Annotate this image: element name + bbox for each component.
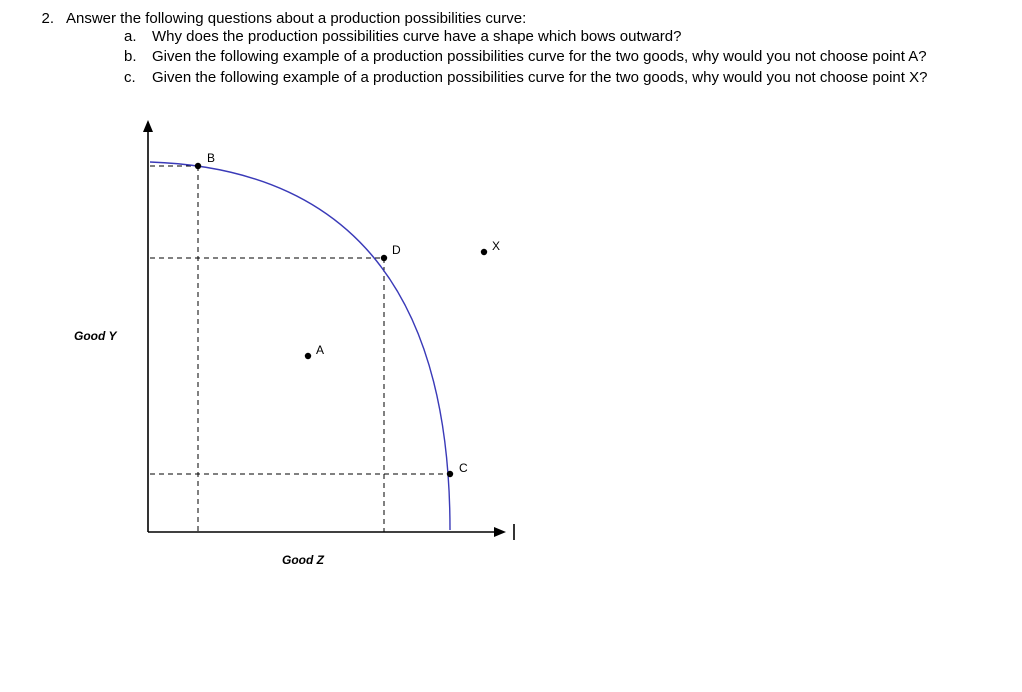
sub-letter: c. <box>124 68 152 88</box>
point-label-x: X <box>492 239 500 253</box>
point-label-b: B <box>207 151 215 165</box>
sub-text: Given the following example of a product… <box>152 47 992 67</box>
question-prompt: Answer the following questions about a p… <box>66 10 992 27</box>
ppc-svg: B D X A C Good Y Good Z <box>70 112 550 572</box>
question-block: 2. Answer the following questions about … <box>0 0 1022 586</box>
ppc-curve <box>150 162 450 530</box>
sub-question-list: a. Why does the production possibilities… <box>66 27 992 88</box>
point-d <box>381 255 387 261</box>
y-axis-arrow-icon <box>143 120 153 132</box>
sub-question-a: a. Why does the production possibilities… <box>124 27 992 47</box>
sub-question-b: b. Given the following example of a prod… <box>124 47 992 67</box>
question-root: 2. Answer the following questions about … <box>20 10 992 88</box>
point-label-c: C <box>459 461 468 475</box>
sub-question-c: c. Given the following example of a prod… <box>124 68 992 88</box>
point-x <box>481 249 487 255</box>
point-a <box>305 353 311 359</box>
point-label-d: D <box>392 243 401 257</box>
ppc-chart: B D X A C Good Y Good Z <box>70 112 992 576</box>
point-label-a: A <box>316 343 324 357</box>
x-axis-arrow-icon <box>494 527 506 537</box>
question-body: Answer the following questions about a p… <box>66 10 992 88</box>
sub-letter: b. <box>124 47 152 67</box>
sub-letter: a. <box>124 27 152 47</box>
point-c <box>447 471 453 477</box>
question-number: 2. <box>20 10 66 27</box>
point-b <box>195 163 201 169</box>
sub-text: Given the following example of a product… <box>152 68 992 88</box>
x-axis-label: Good Z <box>282 553 325 567</box>
y-axis-label: Good Y <box>74 329 117 343</box>
sub-text: Why does the production possibilities cu… <box>152 27 992 47</box>
